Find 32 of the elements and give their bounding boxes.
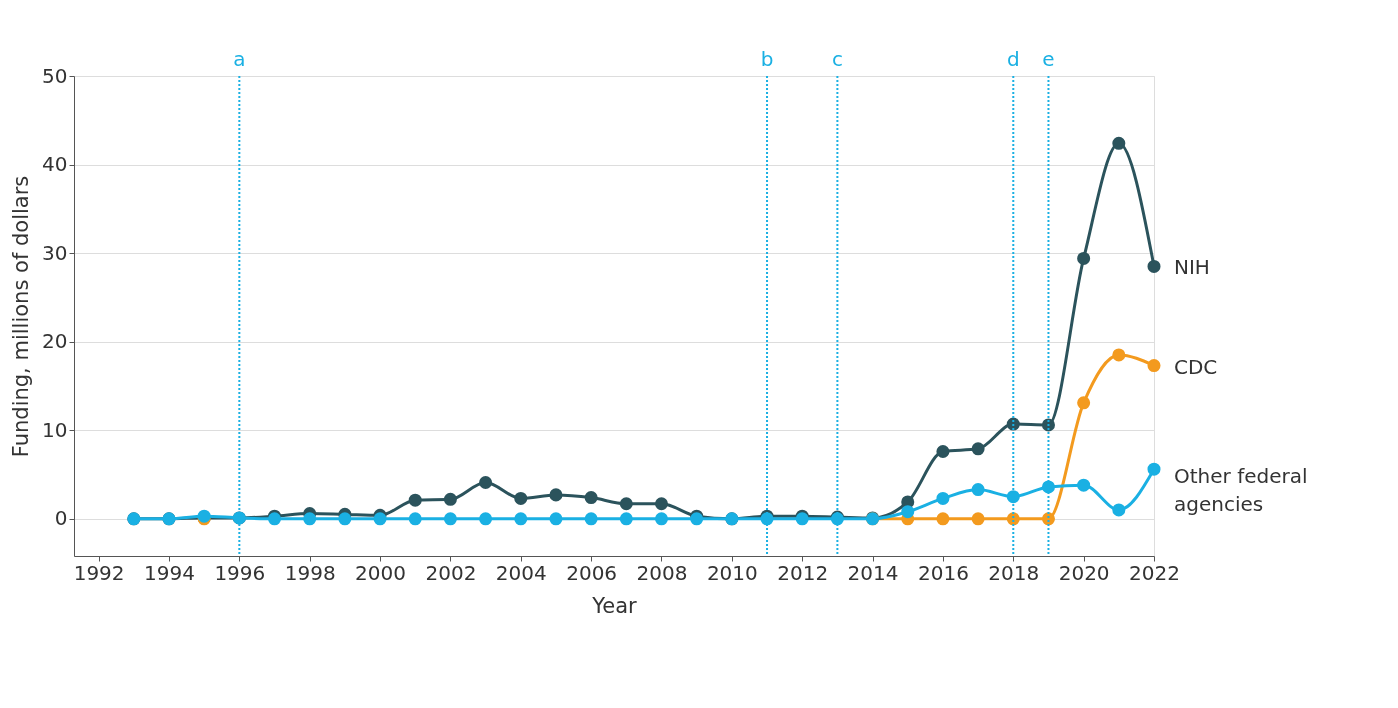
x-tick-label: 2022 (1129, 560, 1180, 585)
x-tick-label: 1998 (284, 560, 336, 585)
x-tick-label: 2010 (706, 560, 758, 585)
x-tick-label: 2006 (566, 560, 618, 585)
x-tick-label: 1996 (214, 560, 266, 585)
x-tick-label: 1992 (73, 560, 125, 585)
ref-line-label: d (1006, 47, 1020, 71)
y-tick-label: 30 (42, 240, 68, 265)
x-tick-label: 2018 (988, 560, 1040, 585)
y-tick-label: 40 (42, 152, 68, 177)
series-label: NIH (1174, 255, 1210, 280)
x-tick-label: 2020 (1058, 560, 1110, 585)
series-label: Other federal agencies (1174, 464, 1308, 517)
x-tick-label: 2014 (847, 560, 899, 585)
y-tick-label: 50 (42, 63, 68, 88)
ref-line-label: e (1042, 47, 1055, 71)
x-axis-title: Year (591, 593, 638, 618)
ref-line-label: b (760, 47, 774, 71)
y-tick-label: 0 (54, 506, 68, 531)
series-label: CDC (1174, 354, 1218, 379)
ref-line-label: a (233, 47, 246, 71)
ref-line-label: c (831, 47, 843, 71)
y-tick-label: 20 (42, 329, 68, 354)
x-tick-label: 2004 (495, 560, 547, 585)
x-tick-label: 1994 (144, 560, 195, 585)
x-tick-label: 2008 (636, 560, 688, 585)
x-tick-label: 2012 (777, 560, 829, 585)
x-tick-label: 2000 (355, 560, 407, 585)
y-axis-title: Funding, millions of dollars (9, 175, 34, 458)
x-tick-label: 2016 (917, 560, 969, 585)
y-tick-label: 10 (42, 417, 68, 442)
x-tick-label: 2002 (425, 560, 477, 585)
